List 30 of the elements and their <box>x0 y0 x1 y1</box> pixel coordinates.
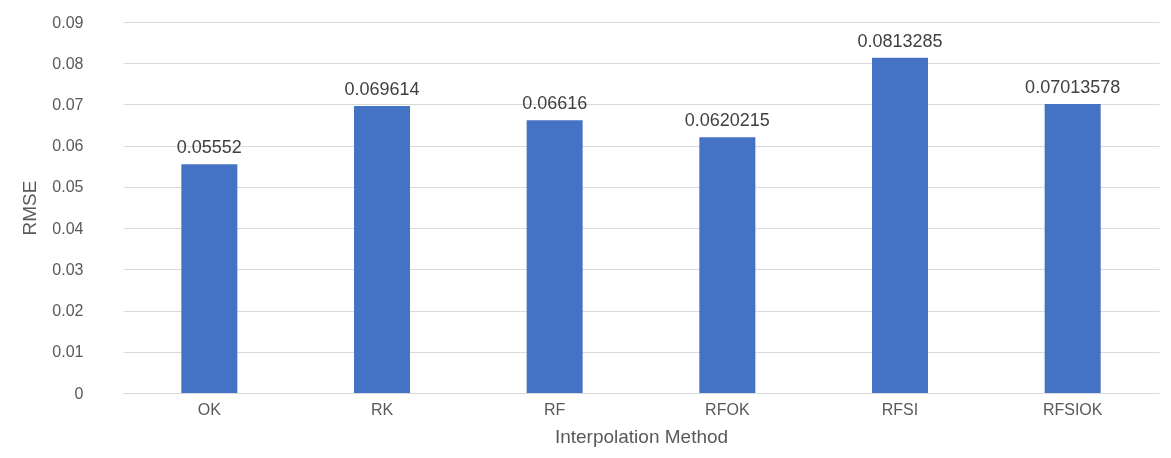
bar <box>526 120 583 393</box>
y-tick-label: 0.06 <box>52 137 84 155</box>
x-tick-label: RF <box>544 400 566 418</box>
x-tick-label: RFSIOK <box>1042 400 1103 418</box>
data-label: 0.0813285 <box>857 30 943 51</box>
y-tick-label: 0.07 <box>52 95 84 113</box>
y-tick-label: 0.01 <box>52 343 84 361</box>
y-tick-label: 0.04 <box>52 219 84 237</box>
data-label: 0.07013578 <box>1025 76 1121 97</box>
data-label: 0.05552 <box>176 137 242 158</box>
x-tick-label: RFSI <box>881 400 919 418</box>
bar <box>181 164 238 393</box>
bar <box>1044 103 1101 393</box>
y-tick-label: 0.03 <box>52 260 84 278</box>
y-tick-label: 0 <box>74 384 84 402</box>
bar <box>354 106 410 393</box>
bar <box>699 137 756 393</box>
x-tick-label: OK <box>197 400 222 418</box>
y-tick-label: 0.08 <box>52 54 84 72</box>
data-label: 0.0620215 <box>684 110 770 131</box>
data-label: 0.06616 <box>522 93 588 114</box>
data-label: 0.069614 <box>344 79 420 100</box>
y-axis-title: RMSE <box>19 180 41 236</box>
y-tick-label: 0.05 <box>52 178 84 196</box>
x-tick-label: RK <box>370 400 394 418</box>
bar <box>872 57 928 393</box>
x-tick-label: RFOK <box>705 400 750 418</box>
x-axis-title: Interpolation Method <box>554 425 729 447</box>
y-tick-label: 0.02 <box>52 302 84 320</box>
y-tick-label: 0.09 <box>52 13 84 31</box>
